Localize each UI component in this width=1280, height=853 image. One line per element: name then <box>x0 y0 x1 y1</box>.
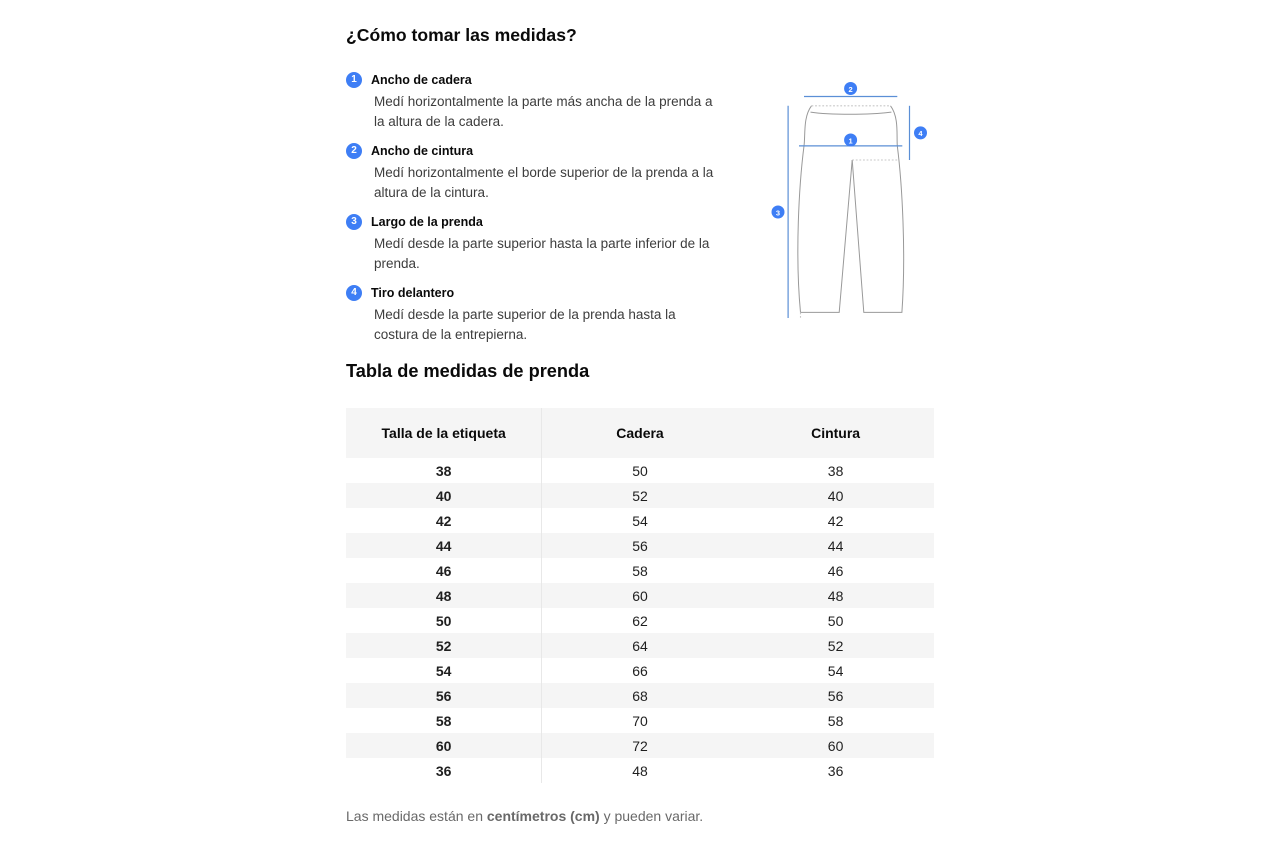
svg-text:1: 1 <box>849 136 853 145</box>
svg-text:3: 3 <box>776 208 780 217</box>
svg-text:2: 2 <box>849 85 853 94</box>
